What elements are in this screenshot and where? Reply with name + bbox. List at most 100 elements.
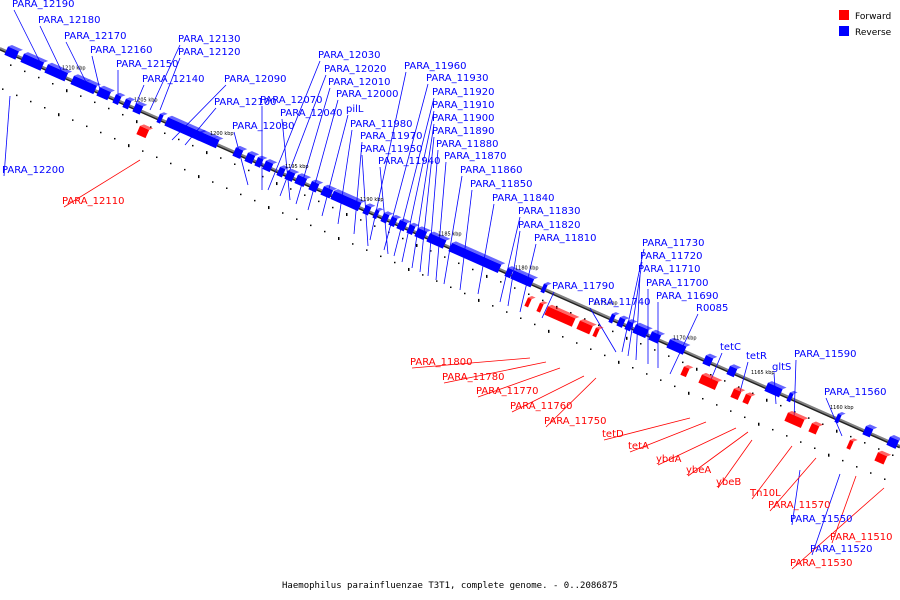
reverse-gene-feature <box>294 173 312 188</box>
kbp-label: 1170 kbp <box>673 336 697 342</box>
forward-leader-line <box>477 367 561 398</box>
forward-gene-feature <box>742 392 756 405</box>
reverse-gene-label: PARA_12170 <box>64 31 126 42</box>
reverse-gene-feature <box>262 159 278 173</box>
gene-labels: PARA_12190 PARA_12180 PARA_12170 PARA_12160… <box>2 0 892 569</box>
reverse-gene-feature <box>4 45 23 60</box>
reverse-gene-feature <box>44 62 73 82</box>
forward-gene-feature <box>808 421 824 435</box>
legend-swatch-reverse <box>839 26 849 36</box>
reverse-leader-line <box>427 149 439 277</box>
reverse-gene-label: PARA_12100 <box>214 97 276 108</box>
tick-dot <box>86 125 88 128</box>
forward-gene-label: PARA_11510 <box>830 532 892 543</box>
tick-dot <box>408 267 410 271</box>
tick-dot <box>254 199 256 202</box>
reverse-gene-feature <box>702 353 718 367</box>
reverse-gene-label: PARA_11920 <box>432 87 494 98</box>
tick-dot <box>632 367 634 369</box>
tick-dot <box>248 169 250 172</box>
reverse-leader-line <box>621 248 645 353</box>
tick-dot <box>226 187 228 189</box>
tick-dot <box>668 355 670 357</box>
reverse-leader-line <box>321 114 349 217</box>
reverse-gene-label: gltS <box>772 362 791 373</box>
kbp-label: 1185 kbp <box>438 232 462 238</box>
tick-dot <box>352 243 354 245</box>
tick-dot <box>814 447 816 450</box>
reverse-gene-feature <box>20 52 49 71</box>
tick-dot <box>870 472 872 474</box>
tick-dot <box>332 206 334 209</box>
forward-gene-feature <box>680 364 694 378</box>
reverse-gene-feature <box>786 390 798 403</box>
forward-gene-label: PARA_11760 <box>510 401 572 412</box>
reverse-leader-line <box>419 136 435 273</box>
reverse-gene-feature <box>510 268 539 288</box>
reverse-gene-label: PARA_11520 <box>810 544 872 555</box>
tick-dot <box>276 182 278 186</box>
reverse-leader-line <box>635 274 641 361</box>
reverse-gene-feature <box>254 155 268 168</box>
reverse-gene-feature <box>764 381 787 398</box>
reverse-gene-label: PARA_11730 <box>642 238 704 249</box>
reverse-gene-feature <box>244 151 260 165</box>
forward-gene-label: Tn10L <box>749 488 781 499</box>
reverse-gene-feature <box>388 214 402 228</box>
tick-dot <box>310 224 312 227</box>
tick-dot <box>640 343 642 345</box>
tick-dot <box>682 361 684 364</box>
forward-gene-label: PARA_11770 <box>476 386 538 397</box>
tick-dot <box>598 324 600 326</box>
reverse-leader-line <box>3 95 11 177</box>
tick-dot <box>94 101 96 104</box>
tick-dot <box>836 429 838 433</box>
reverse-gene-label: PARA_11590 <box>794 349 856 360</box>
reverse-gene-label: PARA_11700 <box>646 278 708 289</box>
reverse-gene-feature <box>504 266 518 279</box>
tick-dot <box>548 329 550 333</box>
reverse-gene-feature <box>122 97 136 110</box>
reverse-gene-label: PARA_11720 <box>640 251 702 262</box>
tick-dot <box>688 391 690 395</box>
forward-gene-feature <box>874 450 892 465</box>
tick-dot <box>744 416 746 419</box>
reverse-gene-feature <box>330 189 366 212</box>
tick-dot <box>716 404 718 406</box>
reverse-leader-line <box>65 41 87 83</box>
reverse-gene-feature <box>862 424 878 438</box>
tick-dot <box>780 404 782 407</box>
reverse-gene-feature <box>276 165 290 178</box>
tick-dot <box>402 237 404 240</box>
reverse-gene-label: PARA_12120 <box>178 47 240 58</box>
forward-leader-line <box>687 431 749 477</box>
tick-dot <box>506 311 508 313</box>
tick-dot <box>72 119 74 121</box>
tick-dot <box>2 88 4 90</box>
tick-dot <box>192 144 194 147</box>
tick-dot <box>184 168 186 171</box>
reverse-gene-label: PARA_12040 <box>280 108 342 119</box>
reverse-leader-line <box>435 161 447 281</box>
legend-label-reverse: Reverse <box>855 28 892 38</box>
kbp-label: 1210 kbp <box>62 65 86 71</box>
tick-dot <box>520 317 522 319</box>
tick-dot <box>772 428 774 431</box>
tick-dot <box>346 213 348 217</box>
tick-dot <box>164 132 166 135</box>
tick-dot <box>150 126 152 128</box>
tick-dot <box>234 163 236 165</box>
forward-leader-line <box>511 375 585 413</box>
tick-dot <box>696 367 698 371</box>
reverse-gene-label: PARA_12180 <box>38 15 100 26</box>
reverse-leader-line <box>739 361 749 393</box>
reverse-gene-feature <box>96 85 115 101</box>
reverse-gene-label: PARA_12010 <box>328 77 390 88</box>
reverse-gene-label: PARA_11870 <box>444 151 506 162</box>
reverse-leader-line <box>233 131 249 186</box>
reverse-gene-feature <box>284 168 300 182</box>
kbp-label: 1180 kbp <box>515 266 539 272</box>
tick-dot <box>590 348 592 350</box>
tick-dot <box>528 293 530 295</box>
